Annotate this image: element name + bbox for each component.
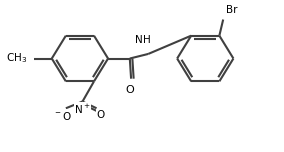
Text: CH$_3$: CH$_3$ xyxy=(6,52,28,65)
Text: H: H xyxy=(143,35,151,45)
Text: N: N xyxy=(135,35,143,45)
Text: O: O xyxy=(96,110,105,120)
Text: Br: Br xyxy=(226,5,237,15)
Text: O: O xyxy=(126,85,134,95)
Text: $^-$O: $^-$O xyxy=(53,110,72,122)
Text: N$^+$: N$^+$ xyxy=(74,103,91,116)
